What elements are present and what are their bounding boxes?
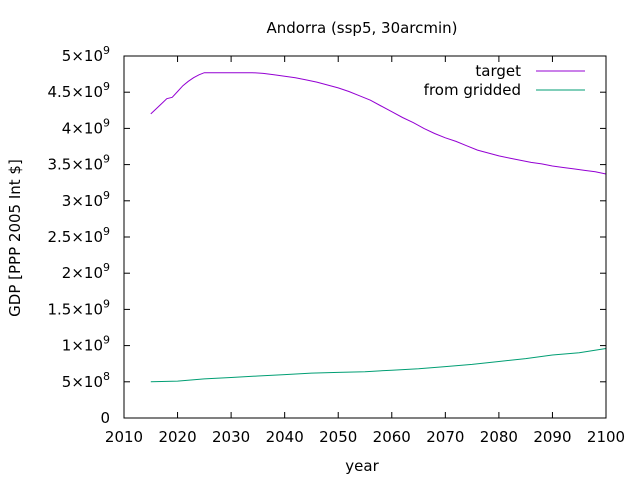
y-tick-label: 4.5×109 bbox=[47, 80, 110, 101]
x-tick-label: 2030 bbox=[212, 428, 250, 446]
y-tick-label: 5×109 bbox=[62, 44, 110, 65]
y-tick-label: 4×109 bbox=[62, 116, 110, 137]
x-axis-label: year bbox=[345, 457, 379, 475]
x-tick-label: 2060 bbox=[373, 428, 411, 446]
axis-ticks bbox=[123, 55, 607, 419]
y-tick-label: 1.5×109 bbox=[47, 297, 110, 318]
y-tick-label: 5×108 bbox=[62, 370, 110, 391]
plot-frame bbox=[123, 55, 607, 419]
series-line-2 bbox=[150, 348, 607, 383]
axis-tick-labels: 2010 2020 2030 2040 2050 2060 2070 2080 2090 2100… bbox=[47, 44, 625, 446]
x-tick-label: 2080 bbox=[480, 428, 518, 446]
legend-label: target bbox=[475, 62, 521, 80]
x-tick-label: 2020 bbox=[158, 428, 196, 446]
series-line-1 bbox=[150, 72, 607, 175]
x-tick-label: 2070 bbox=[426, 428, 464, 446]
y-tick-label: 2.5×109 bbox=[47, 225, 110, 246]
x-tick-label: 2050 bbox=[319, 428, 357, 446]
y-tick-label: 3.5×109 bbox=[47, 153, 110, 174]
y-tick-label: 3×109 bbox=[62, 189, 110, 210]
y-tick-label: 2×109 bbox=[62, 261, 110, 282]
y-tick-label: 1×109 bbox=[62, 334, 110, 355]
x-tick-label: 2040 bbox=[266, 428, 304, 446]
x-tick-label: 2010 bbox=[105, 428, 143, 446]
x-tick-label: 2090 bbox=[533, 428, 571, 446]
x-tick-label: 2100 bbox=[587, 428, 625, 446]
legend-label: from gridded bbox=[424, 81, 521, 99]
y-axis-label: GDP [PPP 2005 Int $] bbox=[6, 159, 24, 317]
chart-title: Andorra (ssp5, 30arcmin) bbox=[266, 19, 457, 37]
series-lines bbox=[150, 72, 607, 383]
y-tick-label: 0 bbox=[100, 409, 110, 427]
